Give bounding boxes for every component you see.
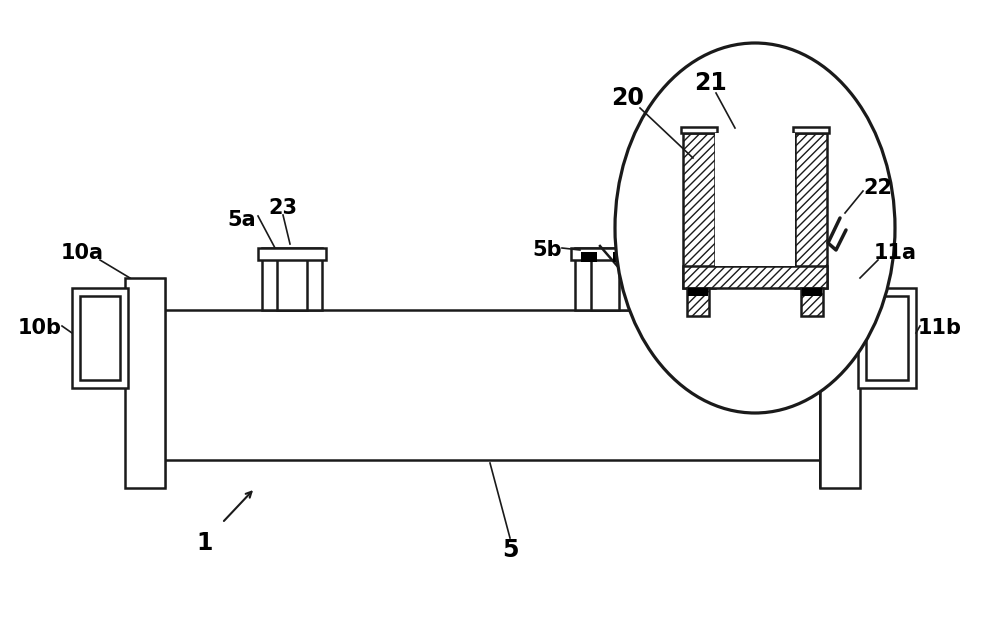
Bar — [571, 248, 639, 260]
Bar — [681, 127, 717, 133]
Bar — [866, 296, 908, 380]
Bar — [80, 296, 120, 380]
Bar — [160, 310, 820, 460]
Text: 21: 21 — [694, 71, 726, 95]
Bar — [801, 288, 823, 316]
Text: 1: 1 — [197, 531, 213, 555]
Bar — [858, 288, 916, 388]
Text: 5: 5 — [502, 538, 518, 562]
Bar — [683, 266, 827, 288]
Bar — [575, 248, 635, 310]
Bar — [802, 288, 822, 296]
Bar — [820, 278, 860, 488]
Bar — [258, 248, 326, 260]
Bar — [581, 252, 597, 262]
Text: 22: 22 — [863, 178, 892, 198]
Bar — [613, 252, 629, 262]
Bar — [683, 133, 715, 288]
Bar — [125, 278, 165, 488]
Text: 11a: 11a — [874, 243, 916, 263]
Bar — [687, 288, 709, 316]
Text: 10b: 10b — [18, 318, 62, 338]
Polygon shape — [160, 278, 165, 488]
Ellipse shape — [615, 43, 895, 413]
Text: 23: 23 — [269, 198, 298, 218]
Text: 20: 20 — [612, 86, 644, 110]
Bar — [262, 248, 322, 310]
Text: 11b: 11b — [918, 318, 962, 338]
Bar — [688, 288, 708, 296]
Bar — [795, 133, 827, 288]
Bar — [591, 256, 619, 310]
Bar — [715, 133, 795, 266]
Text: 5a: 5a — [228, 210, 256, 230]
Bar — [72, 288, 128, 388]
Bar — [793, 127, 829, 133]
Bar — [277, 256, 307, 310]
Text: 10a: 10a — [61, 243, 104, 263]
Text: 5b: 5b — [532, 240, 562, 260]
